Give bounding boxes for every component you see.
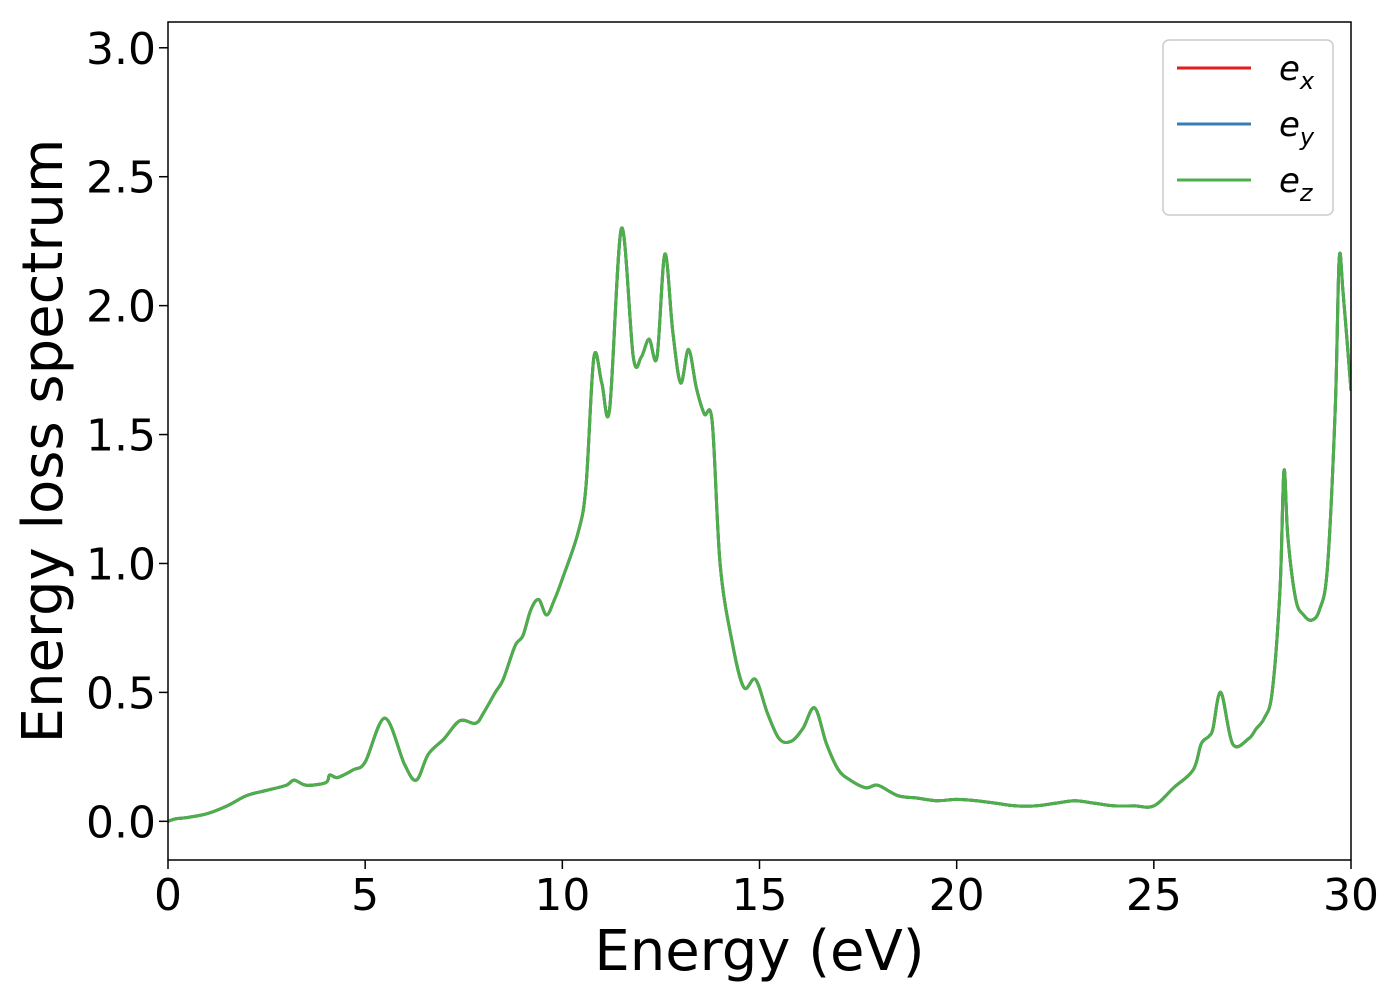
legend-label: ex [1279,49,1315,95]
y-axis-title: Energy loss spectrum [11,139,76,744]
x-tick-label: 0 [154,870,182,921]
legend-label-base: e [1279,161,1300,201]
x-tick-label: 25 [1126,870,1182,921]
series-line-ex [168,226,1351,823]
x-tick-label: 15 [732,870,788,921]
y-tick-label: 1.0 [86,539,156,590]
y-tick-label: 0.0 [86,797,156,848]
series-layer [168,226,1351,823]
y-axis: 0.0 0.5 1.0 1.5 2.0 2.5 3.0 [86,24,168,848]
series-line-ez [168,226,1351,823]
legend-label-subscript: z [1299,179,1314,207]
legend-label: ez [1279,161,1314,207]
x-tick-label: 30 [1323,870,1379,921]
x-tick-label: 5 [351,870,379,921]
legend-label-subscript: y [1299,123,1315,151]
legend-box [1162,39,1334,216]
legend-label: ey [1279,105,1315,151]
y-tick-label: 2.5 [86,153,156,204]
y-tick-label: 3.0 [86,24,156,75]
y-tick-label: 2.0 [86,282,156,333]
series-line-ey [168,226,1351,823]
legend-label-subscript: x [1299,67,1315,95]
y-tick-label: 0.5 [86,668,156,719]
legend-label-base: e [1279,105,1300,145]
x-axis-title: Energy (eV) [594,919,924,984]
x-tick-label: 10 [534,870,590,921]
x-axis: 0 5 10 15 20 25 30 [154,860,1379,921]
legend-label-base: e [1279,49,1300,89]
x-tick-label: 20 [929,870,985,921]
y-tick-label: 1.5 [86,411,156,462]
